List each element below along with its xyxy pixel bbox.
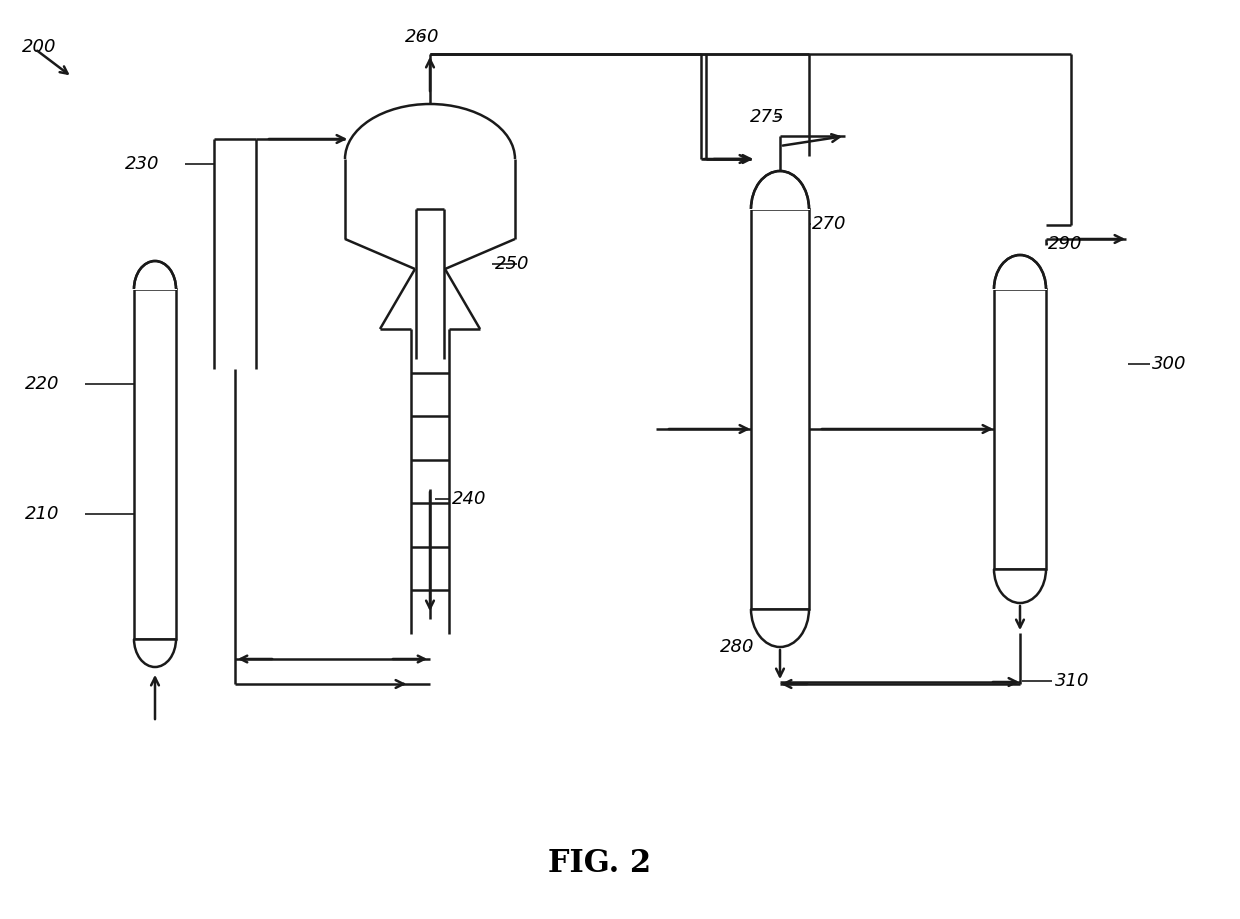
- Text: 280: 280: [720, 638, 754, 656]
- Text: 275: 275: [750, 108, 785, 126]
- Text: 210: 210: [25, 505, 60, 523]
- Bar: [751, 209, 808, 609]
- Text: 220: 220: [25, 375, 60, 393]
- Bar: [994, 289, 1047, 569]
- Text: 200: 200: [22, 38, 57, 56]
- Text: FIG. 2: FIG. 2: [548, 848, 651, 879]
- Text: 240: 240: [453, 490, 486, 508]
- Text: 260: 260: [405, 28, 439, 46]
- Text: 270: 270: [812, 215, 847, 233]
- Text: 290: 290: [1048, 235, 1083, 253]
- Text: 300: 300: [1152, 355, 1187, 373]
- Text: 230: 230: [125, 155, 160, 173]
- Text: 250: 250: [495, 255, 529, 273]
- Text: 310: 310: [1055, 672, 1090, 690]
- Bar: [134, 289, 176, 639]
